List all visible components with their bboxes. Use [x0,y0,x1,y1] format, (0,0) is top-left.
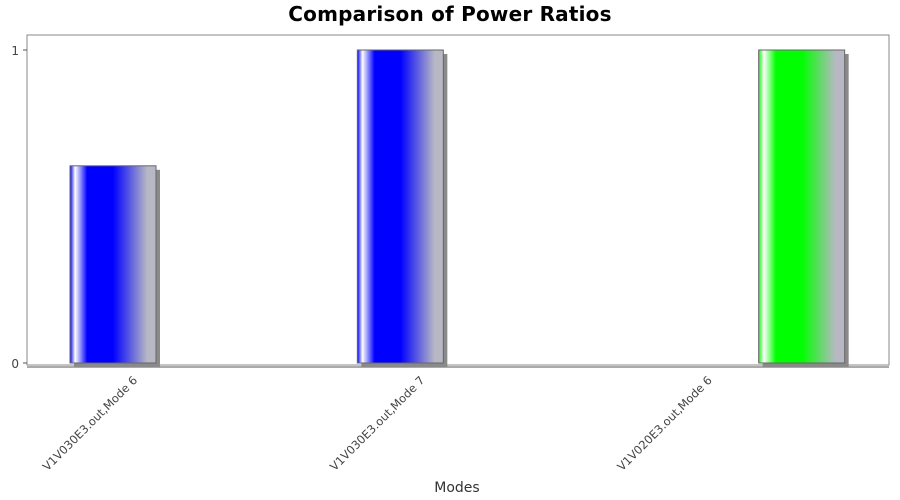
bar [758,49,846,364]
y-axis: 01 [11,44,27,371]
x-axis-label: Modes [434,480,479,496]
x-tick-labels: V1V030E3.out,Mode 6 V1V030E3.out,Mode 7 V1… [40,373,715,473]
y-tick-label: 0 [11,357,19,371]
x-tick-label: V1V030E3.out,Mode 7 [327,373,427,473]
plot-area-frame [26,34,890,366]
chart-title: Comparison of Power Ratios [288,2,612,26]
bar [69,165,157,364]
bar [356,49,444,364]
y-tick-label: 1 [11,44,19,58]
x-tick-label: V1V020E3.out,Mode 6 [614,373,714,473]
bar-group [69,49,849,367]
x-tick-label: V1V030E3.out,Mode 6 [40,373,140,473]
